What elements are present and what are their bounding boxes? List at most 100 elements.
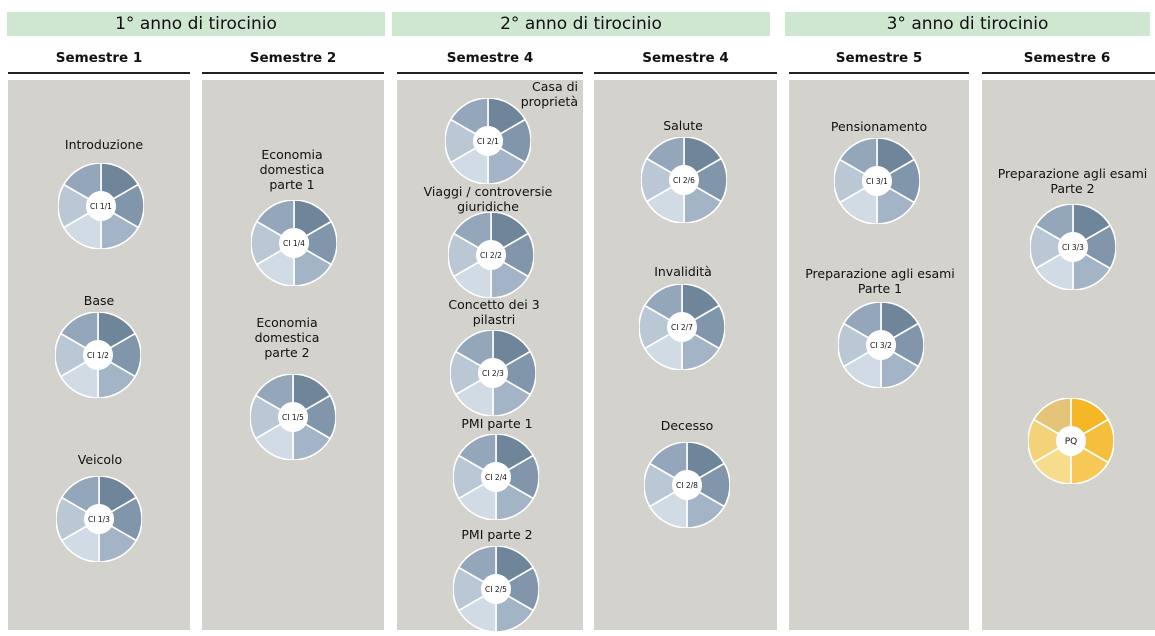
- module-wheel-graphic: CI 1/3: [55, 475, 143, 563]
- semester-label-4: Semestre 4: [642, 50, 729, 66]
- semester-divider-1: [8, 72, 190, 74]
- module-wheel-pq[interactable]: PQ: [1027, 397, 1115, 488]
- module-wheel-ci-2-5[interactable]: CI 2/5: [452, 545, 540, 636]
- module-title-ci-1-5: Economia domestica parte 2: [232, 315, 342, 360]
- module-title-ci-2-5: PMI parte 2: [442, 527, 552, 542]
- module-title-line: Introduzione: [64, 137, 144, 152]
- semester-divider-5: [789, 72, 969, 74]
- module-title-line: parte 1: [269, 177, 315, 192]
- wheel-hub: [481, 574, 511, 604]
- wheel-hub: [83, 340, 113, 370]
- module-title-line: Casa di: [532, 79, 578, 94]
- module-wheel-ci-2-2[interactable]: CI 2/2: [447, 211, 535, 302]
- module-title-line: Viaggi / controversie: [423, 184, 553, 199]
- wheel-hub: [473, 126, 503, 156]
- module-wheel-ci-3-2[interactable]: CI 3/2: [837, 301, 925, 392]
- module-title-line: giuridiche: [457, 199, 519, 214]
- module-wheel-graphic: CI 2/2: [447, 211, 535, 299]
- module-title-line: Preparazione agli esami: [805, 266, 955, 281]
- semester-label-6: Semestre 6: [1023, 50, 1111, 66]
- module-title-line: Parte 1: [857, 281, 903, 296]
- module-wheel-ci-2-7[interactable]: CI 2/7: [638, 283, 726, 374]
- module-wheel-ci-2-4[interactable]: CI 2/4: [452, 433, 540, 524]
- module-wheel-graphic: CI 1/5: [249, 373, 337, 461]
- module-title-line: Parte 2: [1050, 181, 1095, 196]
- module-code-label: CI 1/4: [283, 239, 305, 248]
- module-code-label: CI 1/3: [88, 515, 110, 524]
- module-title-line: Salute: [663, 118, 703, 133]
- module-wheel-graphic: CI 1/2: [54, 311, 142, 399]
- semester-divider-4: [594, 72, 777, 74]
- semester-label-1: Semestre 1: [55, 50, 143, 66]
- module-wheel-graphic: CI 3/3: [1029, 203, 1117, 291]
- year-header-3: 3° anno di tirocinio: [785, 12, 1150, 36]
- module-wheel-graphic: CI 2/8: [643, 441, 731, 529]
- module-wheel-graphic: CI 1/4: [250, 199, 338, 287]
- semester-divider-3: [397, 72, 583, 74]
- module-title-line: pilastri: [472, 312, 516, 327]
- module-wheel-ci-2-8[interactable]: CI 2/8: [643, 441, 731, 532]
- module-wheel-ci-2-6[interactable]: CI 2/6: [640, 136, 728, 227]
- module-title-ci-2-3: Concetto dei 3 pilastri: [434, 297, 554, 327]
- module-wheel-ci-1-2[interactable]: CI 1/2: [54, 311, 142, 402]
- module-title-ci-3-3: Preparazione agli esami Parte 2: [990, 166, 1155, 196]
- module-code-label: CI 2/5: [485, 585, 507, 594]
- module-title-ci-2-4: PMI parte 1: [442, 416, 552, 431]
- module-code-label: CI 3/1: [866, 177, 888, 186]
- semester-label-2: Semestre 2: [249, 50, 337, 66]
- wheel-hub: [1058, 232, 1088, 262]
- module-title-line: Decesso: [660, 418, 714, 433]
- wheel-hub: [672, 470, 702, 500]
- semester-divider-2: [202, 72, 384, 74]
- module-wheel-ci-1-4[interactable]: CI 1/4: [250, 199, 338, 290]
- module-code-label: CI 3/2: [870, 341, 892, 350]
- module-wheel-ci-1-3[interactable]: CI 1/3: [55, 475, 143, 566]
- wheel-hub: [1056, 426, 1086, 456]
- module-title-line: proprietà: [520, 94, 578, 109]
- year-header-1: 1° anno di tirocinio: [7, 12, 385, 36]
- module-title-line: Preparazione agli esami: [997, 166, 1148, 181]
- module-wheel-ci-1-5[interactable]: CI 1/5: [249, 373, 337, 464]
- module-code-label: CI 1/5: [282, 413, 304, 422]
- semester-column-2: [202, 80, 384, 630]
- module-wheel-graphic: CI 2/5: [452, 545, 540, 633]
- module-title-line: PMI parte 2: [461, 527, 533, 542]
- module-title-line: domestica: [254, 330, 320, 345]
- wheel-hub: [84, 504, 114, 534]
- module-title-line: Base: [83, 293, 115, 308]
- module-code-label: CI 2/2: [480, 251, 502, 260]
- module-wheel-ci-2-3[interactable]: CI 2/3: [449, 329, 537, 420]
- module-title-ci-1-4: Economia domestica parte 1: [237, 147, 347, 192]
- wheel-hub: [279, 228, 309, 258]
- module-wheel-graphic: CI 3/2: [837, 301, 925, 389]
- module-title-line: parte 2: [264, 345, 310, 360]
- wheel-hub: [669, 165, 699, 195]
- module-wheel-graphic: CI 2/6: [640, 136, 728, 224]
- wheel-hub: [481, 462, 511, 492]
- wheel-hub: [478, 358, 508, 388]
- module-code-label: CI 2/3: [482, 369, 504, 378]
- module-title-ci-1-1: Introduzione: [54, 137, 154, 152]
- module-title-line: domestica: [259, 162, 325, 177]
- module-title-ci-2-1: Casa di proprietà: [508, 79, 578, 109]
- semester-column-6: [982, 80, 1155, 630]
- module-title-line: Invalidità: [654, 264, 712, 279]
- module-wheel-ci-1-1[interactable]: CI 1/1: [57, 162, 145, 253]
- module-code-label: CI 2/7: [671, 323, 693, 332]
- module-wheel-graphic: CI 1/1: [57, 162, 145, 250]
- module-title-ci-1-2: Base: [49, 293, 149, 308]
- module-wheel-ci-2-1[interactable]: CI 2/1: [444, 97, 532, 188]
- module-title-line: Veicolo: [77, 452, 123, 467]
- wheel-hub: [667, 312, 697, 342]
- wheel-hub: [278, 402, 308, 432]
- semester-label-5: Semestre 5: [835, 50, 923, 66]
- year-header-2: 2° anno di tirocinio: [392, 12, 770, 36]
- module-title-line: Pensionamento: [830, 119, 928, 134]
- module-wheel-graphic: CI 2/1: [444, 97, 532, 185]
- module-title-line: Economia: [261, 147, 323, 162]
- module-title-line: Economia: [256, 315, 318, 330]
- wheel-hub: [476, 240, 506, 270]
- module-wheel-ci-3-1[interactable]: CI 3/1: [833, 137, 921, 228]
- module-wheel-ci-3-3[interactable]: CI 3/3: [1029, 203, 1117, 294]
- module-title-line: Concetto dei 3: [448, 297, 540, 312]
